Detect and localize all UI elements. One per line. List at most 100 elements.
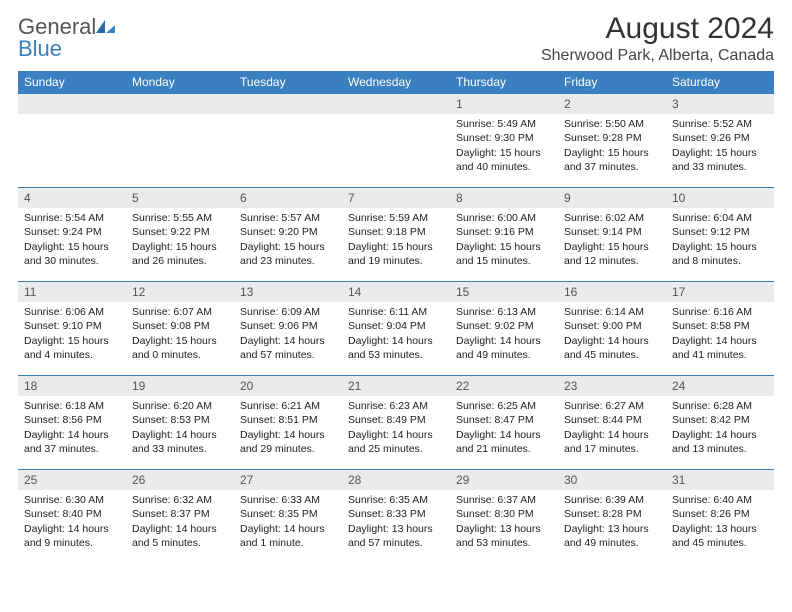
sunrise-text: Sunrise: 6:23 AM [348,399,444,413]
calendar-day-cell: 27Sunrise: 6:33 AMSunset: 8:35 PMDayligh… [234,469,342,563]
calendar-week-row: 1Sunrise: 5:49 AMSunset: 9:30 PMDaylight… [18,93,774,187]
calendar-day-cell [18,93,126,187]
daylight-text: Daylight: 14 hours and 37 minutes. [24,428,120,456]
sunset-text: Sunset: 8:33 PM [348,507,444,521]
day-number-bar: 3 [666,93,774,114]
daylight-text: Daylight: 15 hours and 15 minutes. [456,240,552,268]
day-number-bar [234,93,342,114]
daylight-text: Daylight: 14 hours and 21 minutes. [456,428,552,456]
daylight-text: Daylight: 14 hours and 53 minutes. [348,334,444,362]
daylight-text: Daylight: 15 hours and 0 minutes. [132,334,228,362]
calendar-day-cell: 26Sunrise: 6:32 AMSunset: 8:37 PMDayligh… [126,469,234,563]
sunrise-text: Sunrise: 5:59 AM [348,211,444,225]
calendar-week-row: 4Sunrise: 5:54 AMSunset: 9:24 PMDaylight… [18,187,774,281]
calendar-day-cell: 4Sunrise: 5:54 AMSunset: 9:24 PMDaylight… [18,187,126,281]
logo: General Blue [18,12,116,60]
sunset-text: Sunset: 9:30 PM [456,131,552,145]
day-body: Sunrise: 6:28 AMSunset: 8:42 PMDaylight:… [666,396,774,458]
sunrise-text: Sunrise: 6:21 AM [240,399,336,413]
sunset-text: Sunset: 9:08 PM [132,319,228,333]
sunrise-text: Sunrise: 6:18 AM [24,399,120,413]
day-number-bar: 9 [558,187,666,208]
sunrise-text: Sunrise: 6:27 AM [564,399,660,413]
calendar-day-cell: 8Sunrise: 6:00 AMSunset: 9:16 PMDaylight… [450,187,558,281]
daylight-text: Daylight: 15 hours and 26 minutes. [132,240,228,268]
sunrise-text: Sunrise: 5:52 AM [672,117,768,131]
calendar-day-cell: 10Sunrise: 6:04 AMSunset: 9:12 PMDayligh… [666,187,774,281]
daylight-text: Daylight: 15 hours and 12 minutes. [564,240,660,268]
sunrise-text: Sunrise: 5:50 AM [564,117,660,131]
daylight-text: Daylight: 14 hours and 57 minutes. [240,334,336,362]
day-body: Sunrise: 5:57 AMSunset: 9:20 PMDaylight:… [234,208,342,270]
daylight-text: Daylight: 15 hours and 19 minutes. [348,240,444,268]
daylight-text: Daylight: 14 hours and 25 minutes. [348,428,444,456]
day-body: Sunrise: 6:40 AMSunset: 8:26 PMDaylight:… [666,490,774,552]
sunset-text: Sunset: 8:40 PM [24,507,120,521]
sunrise-text: Sunrise: 6:00 AM [456,211,552,225]
daylight-text: Daylight: 13 hours and 57 minutes. [348,522,444,550]
day-number-bar: 30 [558,469,666,490]
day-number-bar: 24 [666,375,774,396]
daylight-text: Daylight: 15 hours and 40 minutes. [456,146,552,174]
daylight-text: Daylight: 13 hours and 49 minutes. [564,522,660,550]
calendar-day-cell: 24Sunrise: 6:28 AMSunset: 8:42 PMDayligh… [666,375,774,469]
sunrise-text: Sunrise: 5:54 AM [24,211,120,225]
day-number-bar: 14 [342,281,450,302]
sunset-text: Sunset: 8:37 PM [132,507,228,521]
sunrise-text: Sunrise: 6:33 AM [240,493,336,507]
day-body: Sunrise: 6:18 AMSunset: 8:56 PMDaylight:… [18,396,126,458]
sunset-text: Sunset: 8:44 PM [564,413,660,427]
logo-text: General Blue [18,16,116,60]
day-number-bar: 20 [234,375,342,396]
sunset-text: Sunset: 8:28 PM [564,507,660,521]
day-body: Sunrise: 6:27 AMSunset: 8:44 PMDaylight:… [558,396,666,458]
calendar-week-row: 18Sunrise: 6:18 AMSunset: 8:56 PMDayligh… [18,375,774,469]
day-body: Sunrise: 6:23 AMSunset: 8:49 PMDaylight:… [342,396,450,458]
day-number-bar: 29 [450,469,558,490]
day-number-bar: 12 [126,281,234,302]
calendar-body: 1Sunrise: 5:49 AMSunset: 9:30 PMDaylight… [18,93,774,563]
sunset-text: Sunset: 9:12 PM [672,225,768,239]
calendar-day-cell: 31Sunrise: 6:40 AMSunset: 8:26 PMDayligh… [666,469,774,563]
sunset-text: Sunset: 9:00 PM [564,319,660,333]
calendar-day-cell: 1Sunrise: 5:49 AMSunset: 9:30 PMDaylight… [450,93,558,187]
sunrise-text: Sunrise: 5:57 AM [240,211,336,225]
logo-word-2: Blue [18,36,62,61]
calendar-day-cell: 20Sunrise: 6:21 AMSunset: 8:51 PMDayligh… [234,375,342,469]
sunrise-text: Sunrise: 6:13 AM [456,305,552,319]
day-number-bar: 17 [666,281,774,302]
sunset-text: Sunset: 9:22 PM [132,225,228,239]
location: Sherwood Park, Alberta, Canada [541,47,774,65]
day-body: Sunrise: 6:25 AMSunset: 8:47 PMDaylight:… [450,396,558,458]
day-number-bar: 21 [342,375,450,396]
day-body: Sunrise: 5:50 AMSunset: 9:28 PMDaylight:… [558,114,666,176]
daylight-text: Daylight: 14 hours and 1 minute. [240,522,336,550]
sunrise-text: Sunrise: 6:20 AM [132,399,228,413]
day-number-bar: 23 [558,375,666,396]
sunrise-text: Sunrise: 6:09 AM [240,305,336,319]
day-body: Sunrise: 6:37 AMSunset: 8:30 PMDaylight:… [450,490,558,552]
day-body: Sunrise: 5:49 AMSunset: 9:30 PMDaylight:… [450,114,558,176]
calendar-week-row: 11Sunrise: 6:06 AMSunset: 9:10 PMDayligh… [18,281,774,375]
day-body: Sunrise: 6:04 AMSunset: 9:12 PMDaylight:… [666,208,774,270]
calendar-day-cell: 14Sunrise: 6:11 AMSunset: 9:04 PMDayligh… [342,281,450,375]
day-number-bar: 2 [558,93,666,114]
sunset-text: Sunset: 8:35 PM [240,507,336,521]
weekday-header: Sunday [18,71,126,93]
day-body: Sunrise: 6:21 AMSunset: 8:51 PMDaylight:… [234,396,342,458]
sunset-text: Sunset: 8:49 PM [348,413,444,427]
calendar-day-cell: 28Sunrise: 6:35 AMSunset: 8:33 PMDayligh… [342,469,450,563]
day-body: Sunrise: 6:13 AMSunset: 9:02 PMDaylight:… [450,302,558,364]
day-body: Sunrise: 6:16 AMSunset: 8:58 PMDaylight:… [666,302,774,364]
day-number-bar: 8 [450,187,558,208]
calendar-day-cell: 17Sunrise: 6:16 AMSunset: 8:58 PMDayligh… [666,281,774,375]
daylight-text: Daylight: 13 hours and 45 minutes. [672,522,768,550]
daylight-text: Daylight: 14 hours and 41 minutes. [672,334,768,362]
calendar-week-row: 25Sunrise: 6:30 AMSunset: 8:40 PMDayligh… [18,469,774,563]
weekday-header: Friday [558,71,666,93]
daylight-text: Daylight: 14 hours and 17 minutes. [564,428,660,456]
calendar-header-row: SundayMondayTuesdayWednesdayThursdayFrid… [18,71,774,93]
sunrise-text: Sunrise: 6:16 AM [672,305,768,319]
sunset-text: Sunset: 9:18 PM [348,225,444,239]
sunrise-text: Sunrise: 5:55 AM [132,211,228,225]
